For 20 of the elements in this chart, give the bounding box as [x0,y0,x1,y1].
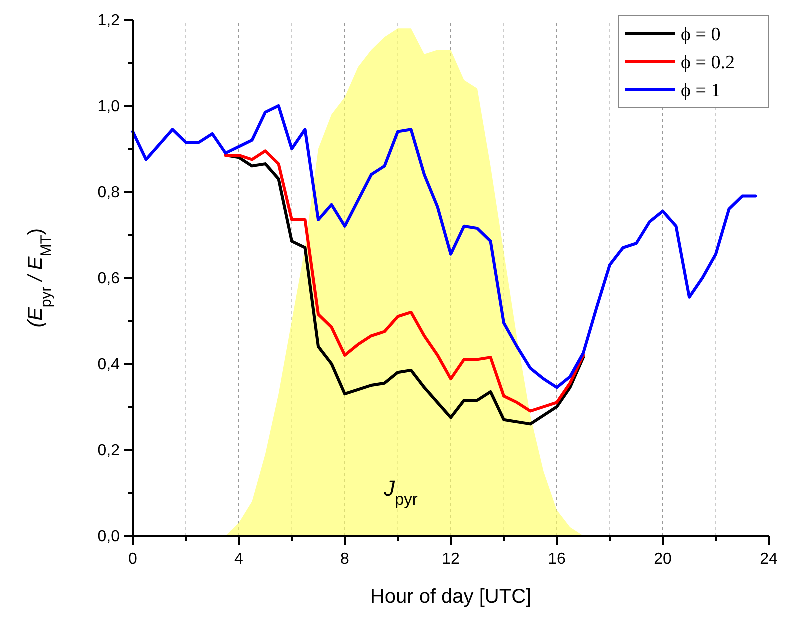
x-tick-label: 16 [548,551,566,568]
x-tick-label: 4 [234,551,244,568]
y-tick-label: 1,2 [98,12,120,30]
line-series [132,104,758,390]
x-tick-label: 0 [128,551,138,568]
x-axis-title: Hour of day [UTC] [370,586,532,608]
x-tick-label: 20 [654,551,672,568]
annotation: J$_{pyr}$ [383,476,418,509]
y-tick-label: 1,0 [98,98,120,116]
legend-label: ϕ = 0.2 [681,52,735,74]
y-tick-label: 0,0 [98,528,120,546]
y-tick-label: 0,8 [98,184,120,202]
legend-label: ϕ = 1 [681,80,721,102]
y-tick-label: 0,4 [98,356,120,374]
y-tick-label: 0,6 [98,270,120,288]
x-tick-label: 12 [442,551,460,568]
x-tick-label: 24 [760,551,778,568]
legend-label: ϕ = 0 [681,24,721,46]
x-tick-label: 8 [340,551,350,568]
y-tick-label: 0,2 [98,442,120,460]
